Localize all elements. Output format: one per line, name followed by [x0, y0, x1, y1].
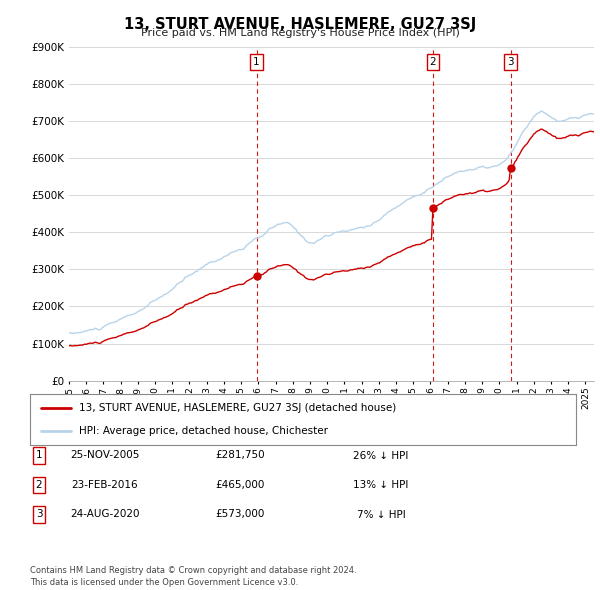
- Text: £573,000: £573,000: [215, 510, 265, 519]
- Text: 2: 2: [430, 57, 436, 67]
- Text: 23-FEB-2016: 23-FEB-2016: [71, 480, 139, 490]
- Text: 24-AUG-2020: 24-AUG-2020: [70, 510, 140, 519]
- Text: 3: 3: [507, 57, 514, 67]
- Text: 1: 1: [253, 57, 260, 67]
- Text: Price paid vs. HM Land Registry's House Price Index (HPI): Price paid vs. HM Land Registry's House …: [140, 28, 460, 38]
- Text: Contains HM Land Registry data © Crown copyright and database right 2024.
This d: Contains HM Land Registry data © Crown c…: [30, 566, 356, 587]
- Text: 25-NOV-2005: 25-NOV-2005: [70, 451, 140, 460]
- Text: HPI: Average price, detached house, Chichester: HPI: Average price, detached house, Chic…: [79, 427, 328, 437]
- Text: 7% ↓ HPI: 7% ↓ HPI: [356, 510, 406, 519]
- Text: £465,000: £465,000: [215, 480, 265, 490]
- Text: 13, STURT AVENUE, HASLEMERE, GU27 3SJ (detached house): 13, STURT AVENUE, HASLEMERE, GU27 3SJ (d…: [79, 402, 397, 412]
- Text: 2: 2: [35, 480, 43, 490]
- Text: 26% ↓ HPI: 26% ↓ HPI: [353, 451, 409, 460]
- Text: 13, STURT AVENUE, HASLEMERE, GU27 3SJ: 13, STURT AVENUE, HASLEMERE, GU27 3SJ: [124, 17, 476, 31]
- Text: 3: 3: [35, 510, 43, 519]
- Text: 13% ↓ HPI: 13% ↓ HPI: [353, 480, 409, 490]
- Text: 1: 1: [35, 451, 43, 460]
- Text: £281,750: £281,750: [215, 451, 265, 460]
